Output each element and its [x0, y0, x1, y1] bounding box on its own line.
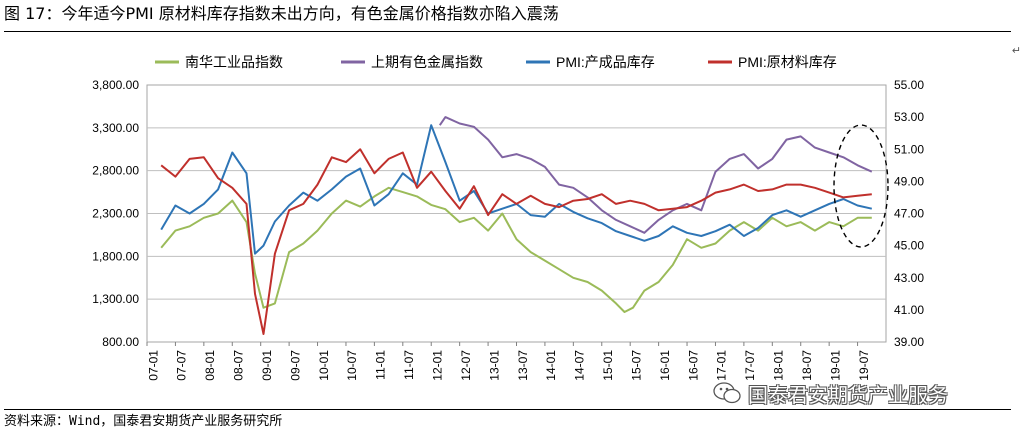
left-tick-label: 800.00: [102, 335, 139, 349]
right-tick-label: 55.00: [894, 78, 924, 92]
legend-label: 南华工业品指数: [185, 54, 283, 70]
x-tick-label: 15-01: [601, 350, 615, 381]
left-axis-ticks: 800.00 1,300.00 1,800.00 2,300.00 2,800.00 3,…: [92, 78, 139, 349]
x-tick-label: 09-01: [260, 350, 274, 381]
x-tick-label: 16-01: [658, 350, 672, 381]
right-tick-label: 53.00: [894, 110, 924, 124]
left-tick-label: 3,800.00: [92, 78, 139, 92]
figure-title: 图 17：今年适今PMI 原材料库存指数未出方向，有色金属价格指数亦陷入震荡: [4, 4, 559, 23]
legend: 南华工业品指数 上期有色金属指数 PMI:产成品库存 PMI:原材料库存: [155, 54, 837, 70]
legend-label: PMI:产成品库存: [556, 54, 655, 70]
watermark: 国泰君安期货产业服务: [712, 378, 948, 408]
legend-label: PMI:原材料库存: [738, 54, 837, 70]
right-tick-label: 43.00: [894, 271, 924, 285]
x-tick-label: 08-07: [232, 350, 246, 381]
x-axis-ticks: 07-01 07-07 08-01 08-07 09-01 09-07 10-01 10-07…: [146, 342, 871, 381]
right-tick-label: 51.00: [894, 142, 924, 156]
x-tick-label: 10-01: [317, 350, 331, 381]
watermark-text: 国泰君安期货产业服务: [748, 382, 948, 407]
paragraph-mark: ↵: [1011, 44, 1021, 57]
x-tick-label: 15-07: [629, 350, 643, 381]
series-line: [438, 116, 873, 234]
series-line: [160, 186, 872, 313]
x-tick-label: 19-01: [828, 350, 842, 381]
source-rule: [4, 409, 1011, 410]
x-tick-label: 10-07: [345, 350, 359, 381]
right-tick-label: 47.00: [894, 207, 924, 221]
right-tick-label: 49.00: [894, 174, 924, 188]
x-tick-label: 17-07: [743, 350, 757, 381]
title-rule: [4, 31, 1011, 32]
x-tick-label: 07-07: [175, 350, 189, 381]
left-tick-label: 2,800.00: [92, 164, 139, 178]
source-note: 资料来源：Wind，国泰君安期货产业服务研究所: [4, 414, 283, 429]
x-tick-label: 18-01: [772, 350, 786, 381]
x-tick-label: 14-07: [573, 350, 587, 381]
grid-lines: [147, 127, 886, 300]
x-tick-label: 13-01: [487, 350, 501, 381]
x-tick-label: 12-01: [431, 350, 445, 381]
right-tick-label: 45.00: [894, 239, 924, 253]
x-tick-label: 11-07: [402, 350, 416, 380]
right-tick-label: 41.00: [894, 303, 924, 317]
left-tick-label: 1,800.00: [92, 249, 139, 263]
x-tick-label: 14-01: [544, 350, 558, 381]
x-tick-label: 12-07: [459, 350, 473, 381]
right-axis-ticks: 39.00 41.00 43.00 45.00 47.00 49.00 51.00 53.00…: [894, 78, 924, 349]
x-tick-label: 07-01: [146, 350, 160, 381]
series-lines: [160, 116, 873, 335]
x-tick-label: 16-07: [686, 350, 700, 381]
wechat-icon: [713, 382, 741, 404]
right-tick-label: 39.00: [894, 335, 924, 349]
highlight-ellipse: [833, 124, 889, 248]
x-tick-label: 08-01: [203, 350, 217, 381]
left-tick-label: 2,300.00: [92, 207, 139, 221]
x-tick-label: 13-07: [516, 350, 530, 381]
series-line: [160, 124, 873, 255]
left-tick-label: 1,300.00: [92, 292, 139, 306]
x-tick-label: 11-01: [374, 350, 388, 380]
left-tick-label: 3,300.00: [92, 121, 139, 135]
x-tick-label: 18-07: [800, 350, 814, 381]
x-tick-label: 19-07: [857, 350, 871, 381]
legend-label: 上期有色金属指数: [371, 54, 483, 70]
series-line: [160, 148, 872, 335]
x-tick-label: 17-01: [715, 350, 729, 381]
x-tick-label: 09-07: [288, 350, 302, 381]
